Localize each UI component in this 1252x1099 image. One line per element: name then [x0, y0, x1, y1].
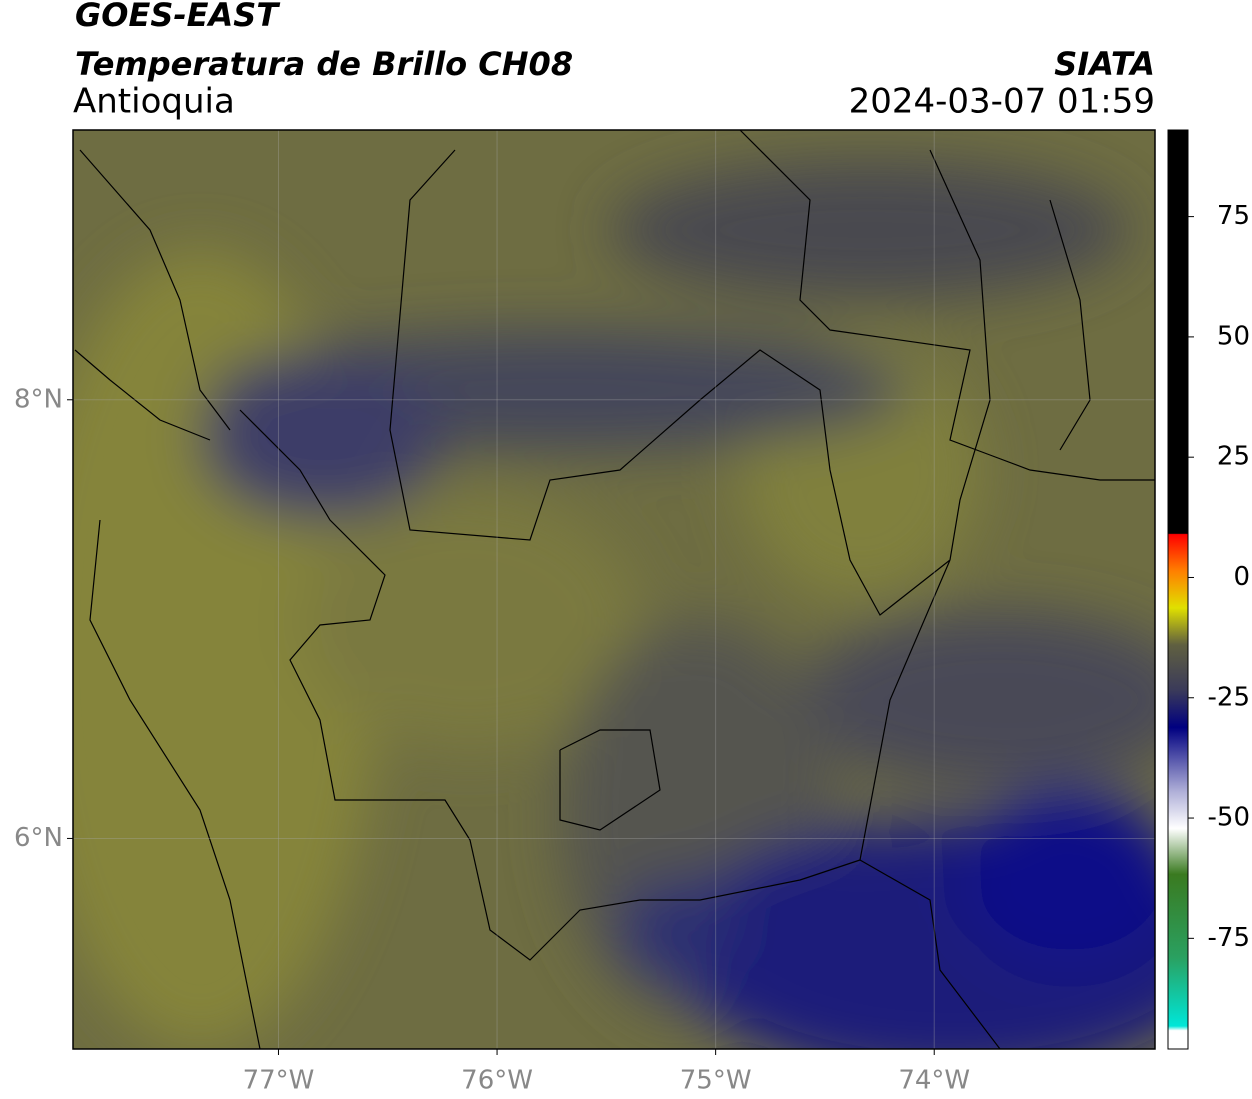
colorbar-tick-label: -50 [1208, 803, 1250, 833]
colorbar-tick-label: -25 [1208, 682, 1250, 712]
colorbar-tick-label: 75 [1217, 201, 1250, 231]
subtitle: Temperatura de Brillo CH08 [75, 45, 573, 83]
x-tick-label: 77°W [243, 1066, 315, 1096]
colorbar [1167, 129, 1189, 1050]
x-tick-label: 76°W [461, 1066, 533, 1096]
colorbar-tick-label: -75 [1208, 923, 1250, 953]
region: Antioquia [73, 82, 235, 122]
x-tick-label: 75°W [680, 1066, 752, 1096]
source: SIATA [1054, 45, 1155, 83]
colorbar-tick-label: 50 [1217, 321, 1250, 351]
colorbar-tick-label: 0 [1233, 562, 1250, 592]
map-field [73, 130, 1155, 1049]
map-frame [72, 129, 1156, 1050]
title: GOES-EAST [75, 0, 280, 34]
grid [73, 130, 1155, 1049]
x-tick-label: 74°W [898, 1066, 970, 1096]
y-tick-label: 8°N [14, 384, 63, 414]
y-tick-label: 6°N [14, 823, 63, 853]
timestamp: 2024-03-07 01:59 [849, 82, 1155, 122]
colorbar-tick-label: 25 [1217, 442, 1250, 472]
